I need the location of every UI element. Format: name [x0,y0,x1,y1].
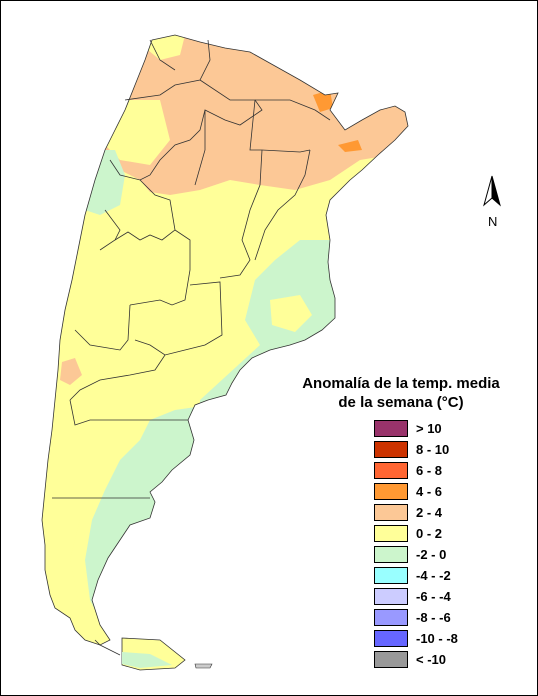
legend-swatch [374,546,408,563]
legend-item: 4 - 6 [374,483,494,504]
legend-label: 8 - 10 [416,442,450,457]
legend-item: -2 - 0 [374,546,494,567]
legend-swatch [374,630,408,647]
legend-swatch [374,651,408,668]
legend-label: 4 - 6 [416,484,443,499]
legend-swatch [374,462,408,479]
zone-0-2-pampas [270,295,312,332]
province-boundaries [41,34,409,656]
legend-label: -6 - -4 [416,589,451,604]
legend-title: Anomalía de la temp. media de la semana … [296,374,506,412]
legend-item: -10 - -8 [374,630,494,651]
legend-item: 6 - 8 [374,462,494,483]
legend-swatch [374,504,408,521]
isla-de-los-estados [194,663,213,669]
legend-label: -8 - -6 [416,610,451,625]
legend-item: 8 - 10 [374,441,494,462]
legend: Anomalía de la temp. media de la semana … [296,374,506,668]
legend-label: -10 - -8 [416,631,458,646]
legend-label: 2 - 4 [416,505,443,520]
legend-label: > 10 [416,421,442,436]
zone-0-2-patagonia-west [42,440,120,640]
legend-item: < -10 [374,651,494,672]
legend-item: > 10 [374,420,494,441]
legend-swatch [374,483,408,500]
legend-item: 2 - 4 [374,504,494,525]
legend-swatch [374,420,408,437]
legend-item: -6 - -4 [374,588,494,609]
north-arrow-icon [483,175,501,207]
legend-label: 0 - 2 [416,526,443,541]
legend-item: 0 - 2 [374,525,494,546]
zone-minus2-0-tierra-del-fuego [122,652,172,668]
legend-title-line2: de la semana (°C) [338,394,464,411]
legend-title-line1: Anomalía de la temp. media [302,375,500,392]
zone-2-4-west [60,358,82,385]
legend-label: < -10 [416,652,446,667]
legend-swatch [374,567,408,584]
zone-4-6-corrientes [338,140,362,152]
legend-label: 6 - 8 [416,463,443,478]
legend-item: -4 - -2 [374,567,494,588]
legend-swatch [374,588,408,605]
north-label: N [488,214,498,229]
legend-label: -2 - 0 [416,547,447,562]
legend-swatch [374,609,408,626]
zone-4-6-misiones [313,90,333,112]
legend-swatch [374,525,408,542]
legend-swatch [374,441,408,458]
legend-label: -4 - -2 [416,568,451,583]
legend-item: -8 - -6 [374,609,494,630]
